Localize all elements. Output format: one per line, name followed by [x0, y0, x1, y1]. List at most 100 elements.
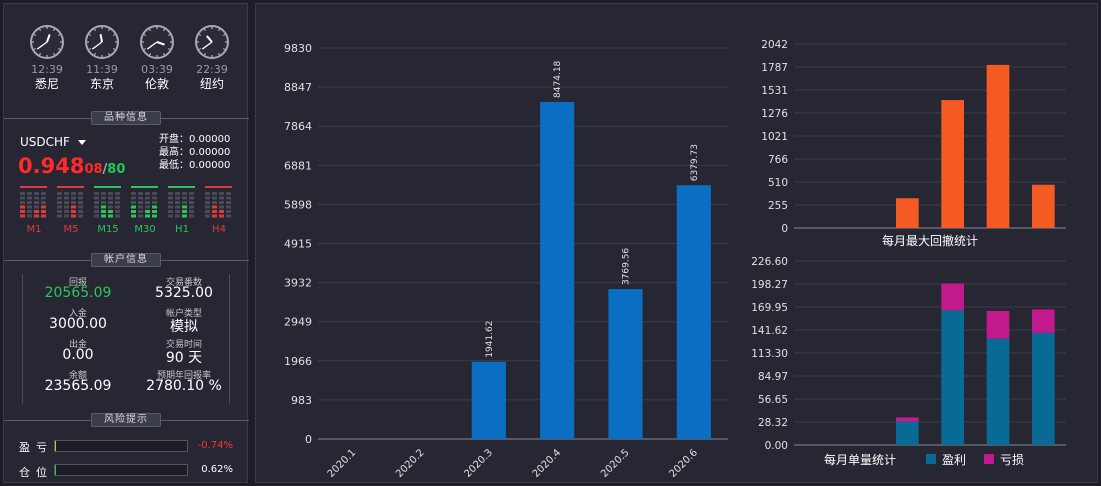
clock-city: 伦敦: [144, 77, 169, 91]
pl-bar: [54, 440, 188, 452]
bar-盈利: [941, 310, 964, 445]
y-tick-label: 84.97: [758, 371, 788, 383]
y-tick-label: 2949: [284, 316, 312, 329]
x-tick-label: 2020.6: [667, 447, 700, 480]
data-label: 6379.73: [690, 144, 700, 181]
y-tick-label: 226.60: [751, 256, 788, 268]
y-tick-label: 255: [768, 200, 788, 212]
bar: [471, 361, 506, 439]
y-tick-label: 198.27: [751, 279, 788, 291]
y-tick-label: 169.95: [751, 302, 788, 314]
legend-label: 亏损: [1000, 453, 1024, 467]
timeframe-h4[interactable]: H4: [212, 224, 226, 235]
y-tick-label: 141.62: [751, 325, 788, 337]
pl-label: 盈亏: [19, 441, 53, 454]
data-label: 1941.62: [485, 321, 495, 358]
y-tick-label: 7864: [284, 120, 312, 133]
signal-bars-icon: [56, 186, 86, 219]
timeframe-m30[interactable]: M30: [134, 224, 156, 235]
y-tick-label: 113.30: [751, 348, 788, 360]
bar: [608, 289, 643, 439]
clock-time: 03:39: [141, 63, 173, 76]
clock-1: 11:39 东京: [83, 24, 121, 92]
chart-title: 每月单量统计: [824, 452, 896, 467]
account-value: 模拟: [170, 319, 198, 335]
max-drawdown-chart: 0 255 510 766 1021 1276 1531 1787 2042 每月最大回撤统计: [761, 39, 1066, 248]
clock-face-icon: [85, 25, 119, 59]
signal-bars-icon: [204, 186, 234, 219]
timeframe-m1[interactable]: M1: [26, 224, 42, 235]
timeframe-m5[interactable]: M5: [63, 224, 79, 235]
price-display: 0.94808/80: [18, 154, 125, 178]
account-value: 2780.10 %: [146, 378, 222, 394]
account-value: 5325.00: [155, 285, 213, 301]
account-label: 交易番数: [165, 278, 202, 288]
position-value: 0.62%: [201, 464, 233, 475]
bar-盈利: [896, 421, 919, 445]
bar: [1032, 184, 1055, 228]
account-value: 20565.09: [44, 285, 112, 301]
y-tick-label: 5898: [284, 198, 312, 211]
chart-title: 每月最大回撤统计: [882, 233, 978, 248]
data-label: 8474.18: [553, 60, 563, 97]
bar: [986, 64, 1010, 228]
account-label: 出金: [68, 340, 87, 350]
high-price: 最高：0.00000: [159, 147, 231, 158]
open-price: 开盘：0.00000: [159, 134, 231, 145]
symbol-selector[interactable]: USDCHF: [20, 135, 86, 149]
legend-label: 盈利: [942, 453, 966, 467]
account-section-header: 帐户信息: [4, 253, 249, 267]
clock-2: 03:39 伦敦: [138, 24, 176, 92]
risk-section-title: 风险提示: [91, 413, 161, 427]
y-tick-label: 0: [305, 433, 312, 446]
bar-亏损: [1032, 309, 1055, 333]
y-tick-label: 4915: [284, 238, 312, 251]
legend-swatch: [984, 454, 994, 464]
timeframe-h1[interactable]: H1: [175, 224, 189, 235]
x-tick-label: 2020.5: [599, 447, 632, 480]
y-tick-label: 0.00: [765, 440, 788, 452]
y-tick-label: 56.65: [758, 394, 788, 406]
y-tick-label: 9830: [284, 42, 312, 55]
x-tick-label: 2020.4: [531, 447, 564, 480]
y-tick-label: 510: [768, 177, 788, 189]
account-label: 预期年回报率: [156, 371, 211, 381]
price-slash: /: [102, 162, 108, 177]
bar: [540, 101, 575, 440]
x-tick-label: 2020.1: [326, 447, 359, 480]
y-tick-label: 6881: [284, 159, 312, 172]
price-spread: 80: [107, 162, 126, 177]
account-label: 回报: [68, 278, 87, 288]
legend-swatch: [926, 454, 936, 464]
clock-face-icon: [30, 25, 64, 59]
clock-time: 22:39: [196, 63, 228, 76]
charts-panel: 0 983 1966 2949 3932 4915 5898 6881 7864 8847 9830…: [255, 3, 1098, 483]
y-tick-label: 28.32: [758, 417, 788, 429]
signal-bars-icon: [130, 186, 160, 219]
account-value: 23565.09: [44, 378, 112, 394]
symbol-name: USDCHF: [20, 135, 70, 149]
clock-time: 11:39: [86, 63, 118, 76]
account-value: 0.00: [62, 347, 94, 363]
account-label: 交易时间: [165, 340, 202, 350]
clock-3: 22:39 纽约: [193, 24, 231, 92]
chevron-down-icon[interactable]: [77, 140, 86, 145]
info-sidebar: 12:39 悉尼 11:39 东京 03:39 伦敦 22:39 纽约 品种信息 USDCHF…: [3, 3, 249, 483]
y-tick-label: 3932: [284, 277, 312, 290]
order-count-chart: 0.00 28.32 56.65 84.97 113.30 141.62 169.95 198…: [751, 256, 1066, 467]
data-label: 3769.56: [622, 248, 632, 285]
x-tick-label: 2020.3: [462, 447, 495, 480]
y-tick-label: 766: [768, 154, 788, 166]
y-tick-label: 1787: [761, 62, 788, 74]
y-tick-label: 0: [781, 223, 788, 235]
monthly-return-chart: 0 983 1966 2949 3932 4915 5898 6881 7864 8847 9830…: [284, 42, 728, 480]
bar-亏损: [986, 311, 1010, 339]
signal-bars-icon: [19, 186, 49, 219]
bar-亏损: [941, 283, 964, 311]
y-tick-label: 983: [291, 394, 312, 407]
timeframe-m15[interactable]: M15: [97, 224, 119, 235]
position-label: 仓位: [19, 466, 53, 479]
bar-亏损: [896, 417, 919, 422]
clock-city: 悉尼: [34, 77, 59, 91]
risk-section-header: 风险提示: [4, 413, 249, 427]
